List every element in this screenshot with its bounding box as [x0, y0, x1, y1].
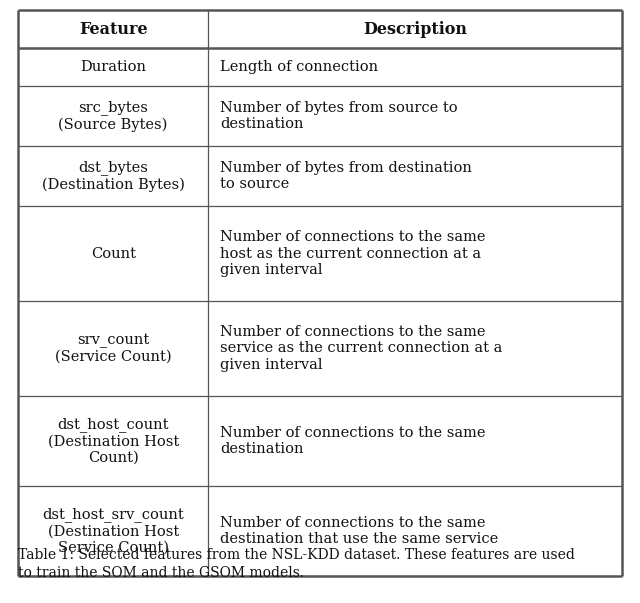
- Text: Number of bytes from source to
destination: Number of bytes from source to destinati…: [220, 101, 458, 131]
- Text: Number of bytes from destination
to source: Number of bytes from destination to sour…: [220, 161, 472, 191]
- Text: src_bytes
(Source Bytes): src_bytes (Source Bytes): [58, 100, 168, 132]
- Text: srv_count
(Service Count): srv_count (Service Count): [55, 333, 172, 364]
- Text: dst_host_count
(Destination Host
Count): dst_host_count (Destination Host Count): [47, 417, 179, 465]
- Text: to train the SOM and the GSOM models.: to train the SOM and the GSOM models.: [18, 566, 304, 580]
- Text: Description: Description: [363, 21, 467, 37]
- Text: Duration: Duration: [80, 60, 146, 74]
- Text: Length of connection: Length of connection: [220, 60, 378, 74]
- Text: Feature: Feature: [79, 21, 147, 37]
- Text: dst_bytes
(Destination Bytes): dst_bytes (Destination Bytes): [42, 160, 184, 192]
- Text: Count: Count: [91, 247, 136, 260]
- Text: Number of connections to the same
destination that use the same service: Number of connections to the same destin…: [220, 516, 499, 546]
- Text: Table 1: Selected features from the NSL-KDD dataset. These features are used: Table 1: Selected features from the NSL-…: [18, 548, 575, 562]
- Text: dst_host_srv_count
(Destination Host
Service Count): dst_host_srv_count (Destination Host Ser…: [42, 507, 184, 555]
- Text: Number of connections to the same
host as the current connection at a
given inte: Number of connections to the same host a…: [220, 230, 486, 277]
- Text: Number of connections to the same
service as the current connection at a
given i: Number of connections to the same servic…: [220, 325, 502, 371]
- Text: Number of connections to the same
destination: Number of connections to the same destin…: [220, 426, 486, 456]
